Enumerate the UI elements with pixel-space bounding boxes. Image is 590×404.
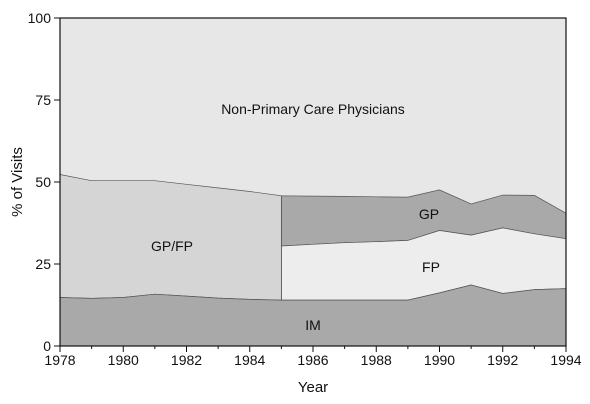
region-label-fp: FP xyxy=(422,259,440,275)
y-axis-title: % of Visits xyxy=(9,147,26,217)
x-tick-label: 1978 xyxy=(44,352,75,368)
region-label-non-primary: Non-Primary Care Physicians xyxy=(221,101,405,117)
x-tick-label: 1994 xyxy=(550,352,581,368)
x-tick-label: 1988 xyxy=(361,352,392,368)
region-labels: Non-Primary Care Physicians GP/FP GP FP … xyxy=(151,101,440,333)
region-label-gpfp: GP/FP xyxy=(151,238,193,254)
x-axis-title: Year xyxy=(298,379,328,396)
area-layers xyxy=(59,174,567,347)
x-tick-label: 1992 xyxy=(487,352,518,368)
x-tick-label: 1984 xyxy=(234,352,265,368)
y-tick-label: 100 xyxy=(28,10,52,26)
y-tick-label: 50 xyxy=(35,174,51,190)
region-label-gp: GP xyxy=(419,206,439,222)
x-axis: 1978 1980 1982 1984 1986 1988 1990 1992 1994 xyxy=(44,346,582,368)
x-tick-label: 1990 xyxy=(424,352,455,368)
y-tick-label: 25 xyxy=(35,256,51,272)
x-tick-label: 1980 xyxy=(108,352,139,368)
area-im xyxy=(59,284,567,347)
x-tick-label: 1982 xyxy=(171,352,202,368)
y-tick-label: 75 xyxy=(35,92,51,108)
region-label-im: IM xyxy=(305,317,321,333)
y-axis: 0 25 50 75 100 xyxy=(28,10,60,354)
y-tick-label: 0 xyxy=(43,338,51,354)
x-tick-label: 1986 xyxy=(297,352,328,368)
